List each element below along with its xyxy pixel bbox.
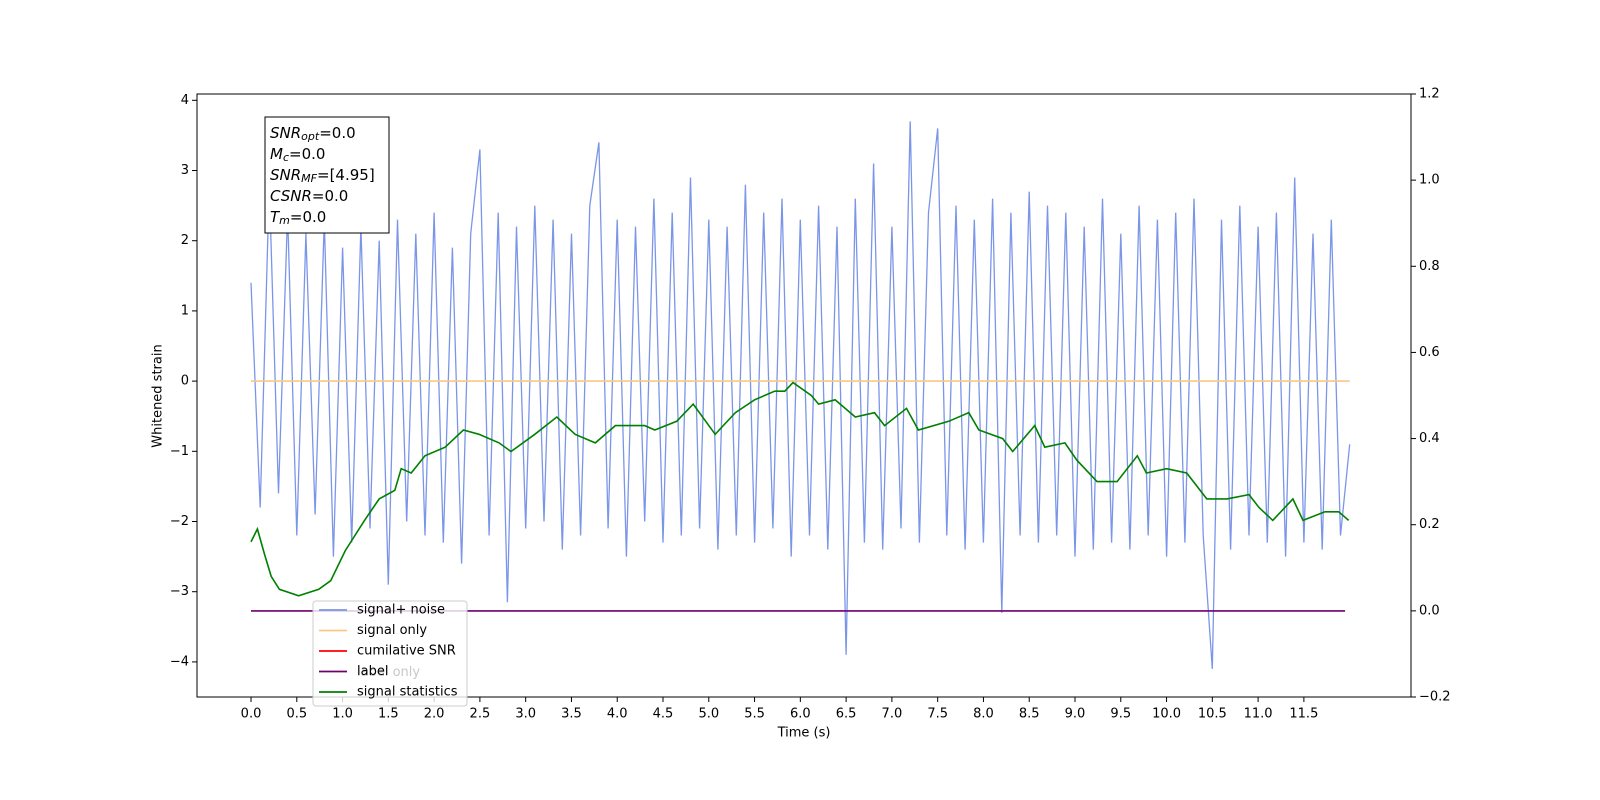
- x-tick-label: 10.0: [1152, 707, 1181, 722]
- x-tick-label: 9.0: [1065, 707, 1086, 722]
- x-tick-label: 11.5: [1289, 707, 1318, 722]
- y2-tick-label: −0.2: [1419, 690, 1451, 705]
- info-subscript: MF: [301, 172, 317, 185]
- legend-label: signal+ noise: [357, 603, 445, 618]
- info-symbol: CSNR: [270, 187, 312, 205]
- y-tick-label: 4: [181, 93, 189, 108]
- y2-tick-label: 0.2: [1419, 517, 1440, 532]
- x-tick-label: 6.5: [836, 707, 857, 722]
- info-symbol: SNR: [270, 166, 301, 184]
- y2-tick-label: 1.0: [1419, 173, 1440, 188]
- info-value: =[4.95]: [317, 166, 375, 184]
- y2-tick-label: 0.8: [1419, 259, 1440, 274]
- y-tick-label: −4: [170, 654, 189, 669]
- info-line: SNRopt=0.0: [270, 124, 356, 144]
- x-tick-label: 3.0: [515, 707, 536, 722]
- y-tick-label: −2: [170, 514, 189, 529]
- info-symbol: T: [270, 208, 281, 226]
- x-tick-label: 1.0: [332, 707, 353, 722]
- x-tick-label: 8.0: [973, 707, 994, 722]
- info-symbol: SNR: [270, 124, 301, 142]
- y2-tick-label: 1.2: [1419, 87, 1440, 102]
- info-value: =0.0: [289, 145, 325, 163]
- info-box-frame: [264, 116, 390, 234]
- info-value: =0.0: [290, 208, 326, 226]
- info-box: SNRopt=0.0Mc=0.0SNRMF=[4.95]CSNR=0.0Tm=0…: [264, 116, 390, 234]
- y-tick-label: 2: [181, 233, 189, 248]
- info-line: SNRMF=[4.95]: [270, 166, 375, 186]
- legend: label only signal+ noise signal only cumila…: [312, 600, 468, 707]
- x-tick-label: 1.5: [378, 707, 399, 722]
- y-tick-label: 1: [181, 303, 189, 318]
- legend-label: signal only: [357, 623, 427, 638]
- info-subscript: c: [283, 151, 289, 164]
- x-tick-label: 0.5: [286, 707, 307, 722]
- info-symbol: M: [270, 145, 283, 163]
- y2-tick-label: 0.0: [1419, 603, 1440, 618]
- series-line: [250, 121, 1351, 669]
- x-tick-label: 4.5: [653, 707, 674, 722]
- x-tick-label: 7.0: [882, 707, 903, 722]
- x-tick-label: 9.5: [1110, 707, 1131, 722]
- y-tick-label: 0: [181, 374, 189, 389]
- plot-frame: [196, 93, 1412, 698]
- y-tick-label: 3: [181, 163, 189, 178]
- info-line: CSNR=0.0: [270, 187, 348, 205]
- series-line: [250, 381, 1350, 597]
- legend-frame: [312, 600, 468, 707]
- x-tick-label: 2.0: [424, 707, 445, 722]
- legend-label: label: [357, 664, 388, 679]
- legend-label: signal statistics: [357, 685, 458, 700]
- legend-label: cumilative SNR: [357, 644, 456, 659]
- x-tick-label: 2.5: [470, 707, 491, 722]
- y2-tick-label: 0.6: [1419, 345, 1440, 360]
- x-tick-label: 8.5: [1019, 707, 1040, 722]
- x-tick-label: 5.5: [744, 707, 765, 722]
- y-tick-label: −1: [170, 444, 189, 459]
- y-axis-label: Whitened strain: [151, 344, 166, 447]
- x-tick-label: 6.0: [790, 707, 811, 722]
- y-tick-label: −3: [170, 584, 189, 599]
- x-tick-label: 11.0: [1244, 707, 1273, 722]
- x-tick-label: 5.0: [698, 707, 719, 722]
- x-tick-label: 7.5: [927, 707, 948, 722]
- x-tick-label: 4.0: [607, 707, 628, 722]
- info-subscript: opt: [301, 130, 320, 143]
- x-tick-label: 0.0: [241, 707, 262, 722]
- info-line: Tm=0.0: [270, 208, 326, 228]
- info-value: =0.0: [319, 124, 355, 142]
- x-tick-label: 10.5: [1198, 707, 1227, 722]
- info-line: Mc=0.0: [270, 145, 325, 165]
- y2-tick-label: 0.4: [1419, 431, 1440, 446]
- info-subscript: m: [279, 214, 290, 227]
- x-tick-label: 3.5: [561, 707, 582, 722]
- x-axis-label: Time (s): [777, 726, 831, 741]
- info-value: =0.0: [312, 187, 348, 205]
- legend-ghost-text: label only: [357, 665, 420, 680]
